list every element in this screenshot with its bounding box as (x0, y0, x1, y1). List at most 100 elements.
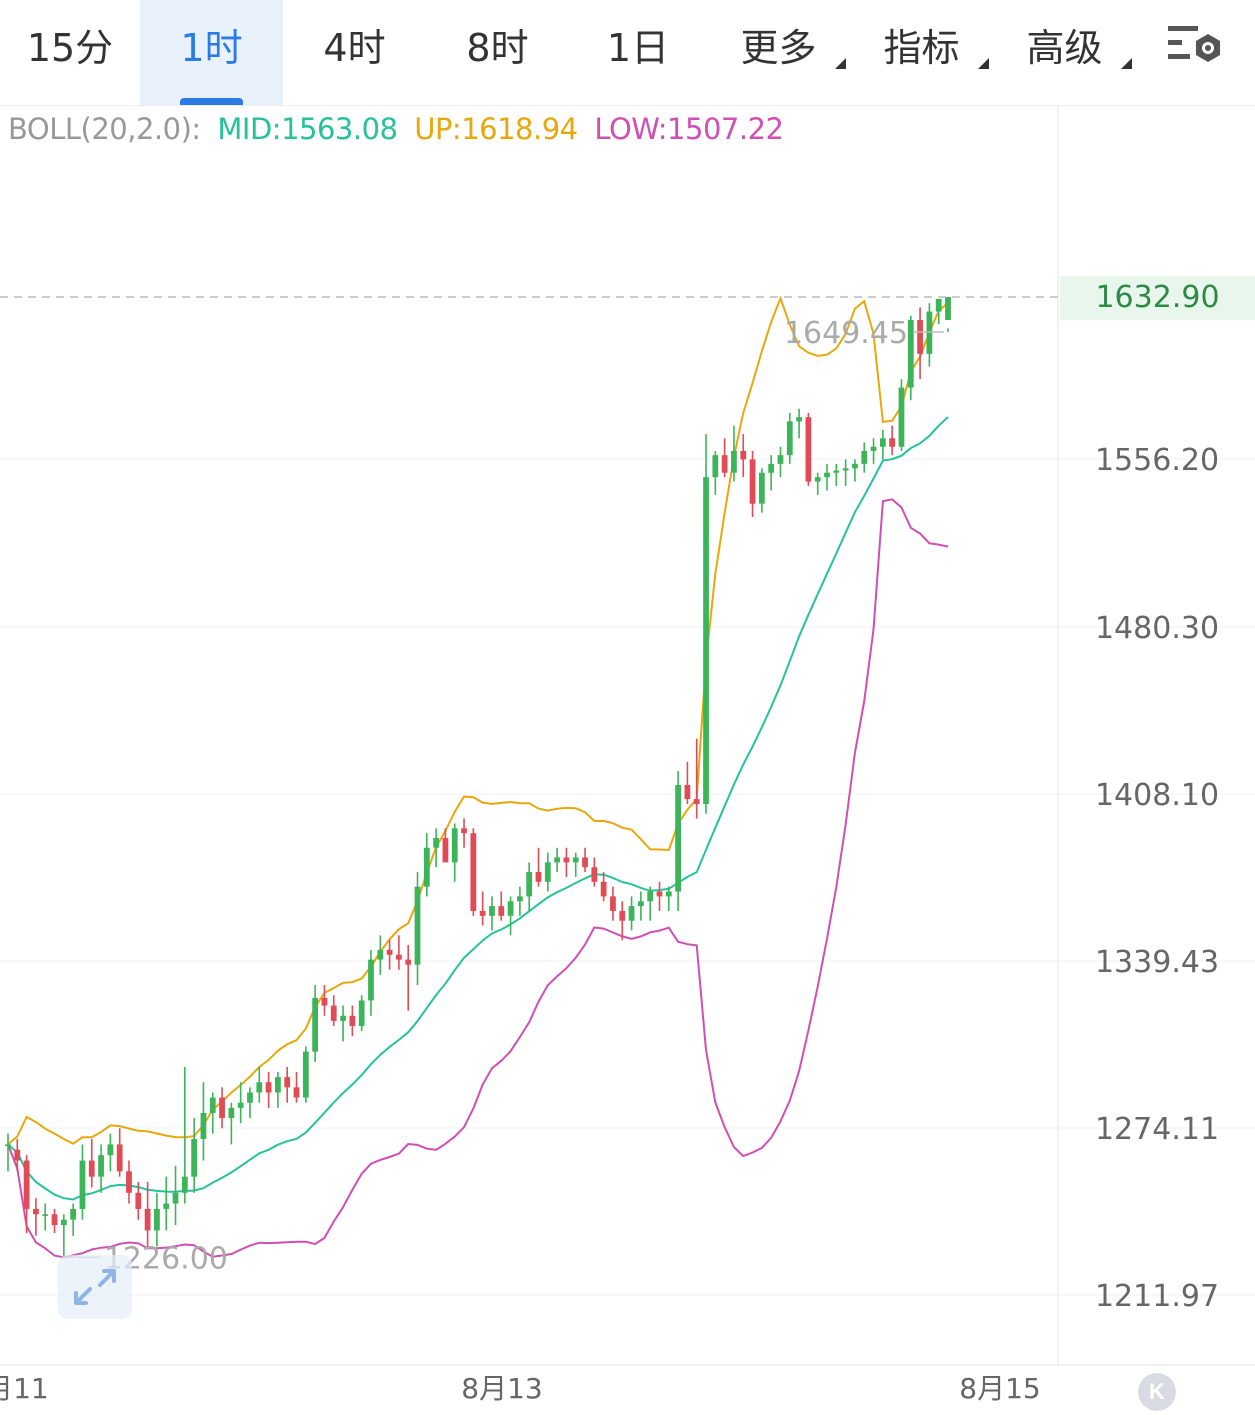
candle-body (544, 862, 551, 882)
tab-5[interactable]: 1日 (569, 0, 707, 105)
tab-label: 高级 (1026, 26, 1103, 70)
boll-mid-band (7, 416, 949, 1201)
candle-body (377, 949, 384, 960)
tab-label: 1日 (606, 26, 670, 70)
legend-up-value: UP:1618.94 (414, 112, 578, 146)
candle-body (312, 997, 319, 1052)
candlestick-chart[interactable]: 1556.20 1480.30 1408.10 1339.43 1274.11 1211.… (0, 105, 1255, 1415)
legend-low-value: LOW:1507.22 (594, 112, 784, 146)
candle-body (721, 455, 728, 473)
tab-2[interactable]: 1时 (140, 0, 283, 105)
y-tick-label: 1408.10 (1095, 778, 1219, 813)
candle-body (647, 891, 654, 902)
candle-body (805, 417, 812, 482)
candle-body (777, 455, 784, 464)
candle-body (572, 857, 579, 863)
candle-body (945, 297, 951, 321)
candle-body (758, 472, 765, 504)
candle-body (898, 387, 905, 447)
candle-body (256, 1082, 263, 1093)
candle-body (200, 1112, 207, 1140)
candle-body (330, 1005, 337, 1021)
candle-body (284, 1077, 291, 1088)
high-annotation: 1649.45 (784, 316, 908, 351)
tab-label: 指标 (883, 26, 960, 70)
candle-body (321, 997, 328, 1006)
tab-8[interactable]: 高级 (993, 0, 1136, 105)
kline-toggle-button[interactable]: K (1138, 1373, 1176, 1411)
candle-body (442, 838, 449, 863)
boll-upper-band (7, 295, 949, 1146)
candle-body (563, 857, 570, 863)
candle-body (42, 1214, 49, 1216)
candle-body (535, 872, 542, 882)
candle-body (219, 1097, 225, 1119)
candle-body (675, 784, 681, 892)
candle-body (749, 459, 756, 504)
tab-4[interactable]: 8时 (426, 0, 569, 105)
candle-body (237, 1102, 244, 1108)
candle-body (498, 906, 505, 916)
dropdown-corner-icon (835, 58, 846, 69)
candle-body (349, 1015, 356, 1027)
candle-body (479, 910, 486, 916)
candle-body (516, 896, 523, 902)
x-tick-label: 8月15 (959, 1372, 1040, 1405)
candle-body (610, 896, 616, 911)
dropdown-corner-icon (1121, 58, 1132, 69)
tab-label: 1时 (180, 26, 243, 70)
candle-body (293, 1087, 300, 1098)
candle-body (172, 1192, 179, 1204)
candle-body (656, 891, 663, 897)
candle-body (368, 959, 374, 1001)
candle-body (814, 477, 821, 482)
candle-body (433, 838, 440, 848)
candle-body (451, 828, 458, 863)
candle-body (740, 450, 747, 460)
candle-body (870, 446, 877, 451)
y-tick-label: 1274.11 (1095, 1112, 1219, 1147)
candle-body (209, 1097, 216, 1113)
candle-body (526, 872, 533, 897)
candle-body (5, 1144, 11, 1147)
candle-body (600, 881, 607, 897)
candle-body (693, 799, 700, 804)
y-tick-label: 1480.30 (1095, 611, 1219, 646)
tab-7[interactable]: 指标 (850, 0, 993, 105)
candle-body (163, 1203, 170, 1209)
x-tick-label: 8月11 (0, 1372, 49, 1405)
candle-body (386, 949, 393, 955)
tab-label: 4时 (323, 26, 386, 70)
candle-body (684, 784, 691, 800)
candle-body (405, 959, 412, 965)
candle-body (126, 1171, 132, 1193)
candle-body (712, 455, 719, 478)
candle-body (247, 1092, 253, 1103)
candle-body (731, 450, 737, 473)
candle-body (489, 906, 495, 916)
candle-body (154, 1208, 160, 1231)
candle-body (116, 1144, 123, 1172)
candle-body (507, 901, 514, 916)
candle-body (833, 470, 840, 473)
candle-body (191, 1139, 198, 1177)
expand-chart-button[interactable] (58, 1255, 132, 1319)
boll-lower-band (7, 498, 949, 1259)
expand-arrows-icon (74, 1269, 116, 1305)
chart-settings-icon[interactable] (1166, 22, 1226, 72)
candle-body (423, 847, 430, 887)
tab-1[interactable]: 15分 (0, 0, 140, 105)
tab-3[interactable]: 4时 (283, 0, 426, 105)
candle-body (265, 1082, 272, 1093)
candle-body (23, 1160, 30, 1209)
candle-body (907, 320, 914, 388)
candle-body (796, 417, 802, 422)
candle-body (861, 450, 868, 464)
boll-legend: BOLL(20,2.0): MID:1563.08 UP:1618.94 LOW… (8, 112, 791, 146)
tab-label: 15分 (26, 26, 114, 70)
dropdown-corner-icon (978, 58, 989, 69)
tab-6[interactable]: 更多 (707, 0, 850, 105)
tab-label: 更多 (740, 26, 817, 70)
candle-body (628, 906, 635, 921)
candle-body (935, 298, 942, 312)
